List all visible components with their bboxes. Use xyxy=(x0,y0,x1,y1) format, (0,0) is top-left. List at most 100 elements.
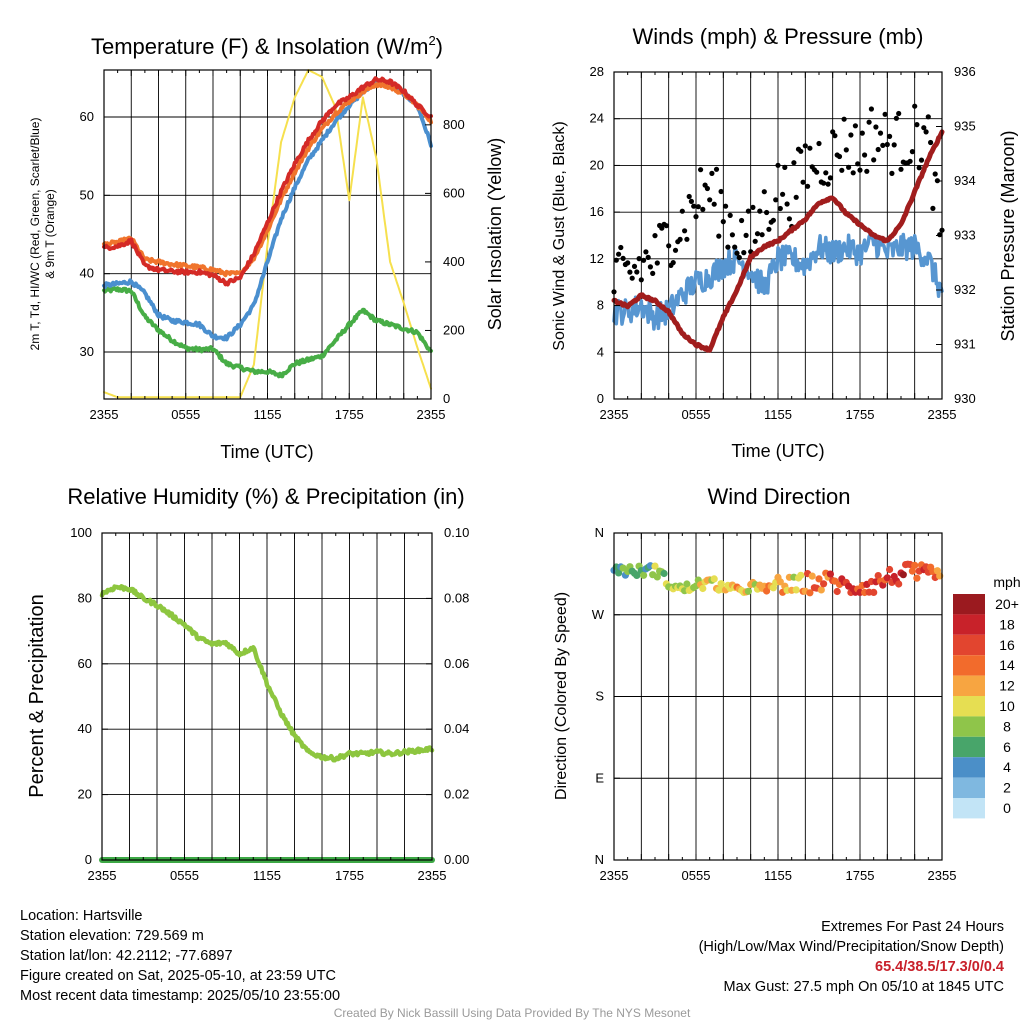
gust-point xyxy=(734,250,740,256)
y2-tick-label: 400 xyxy=(443,254,465,269)
legend-label: 8 xyxy=(1003,718,1011,734)
extremes-title: Extremes For Past 24 Hours xyxy=(821,919,1004,935)
y-tick-label: 100 xyxy=(70,525,92,540)
max-gust: Max Gust: 27.5 mph On 05/10 at 1845 UTC xyxy=(723,979,1004,995)
direction-point xyxy=(833,587,841,596)
legend-swatch xyxy=(953,655,985,676)
gust-point xyxy=(718,188,724,195)
direction-point xyxy=(653,573,661,581)
temperature-ylabel-line1: 2m T, Td, HI/WC (Red, Green, Scarlet/Blu… xyxy=(28,118,42,351)
station-pressure-line xyxy=(611,129,945,353)
gust-point xyxy=(784,201,790,207)
gust-point xyxy=(882,111,888,117)
gust-point xyxy=(761,189,767,195)
extremes-subtitle: (High/Low/Max Wind/Precipitation/Snow De… xyxy=(698,939,1004,955)
gust-point xyxy=(723,203,729,209)
gust-point xyxy=(814,169,820,175)
direction-point xyxy=(683,580,691,588)
direction-point xyxy=(792,586,800,594)
x-tick-label: 1755 xyxy=(846,868,875,883)
direction-point xyxy=(817,586,825,594)
gust-point xyxy=(616,251,622,257)
humidity-grid xyxy=(102,533,432,860)
gust-point xyxy=(709,170,715,176)
station-info: Location: Hartsville Station elevation: … xyxy=(20,906,340,1006)
direction-point xyxy=(895,580,903,588)
gust-point xyxy=(650,270,656,276)
y-tick-label: 0 xyxy=(85,852,92,867)
direction-point xyxy=(651,562,659,570)
gust-point xyxy=(887,133,893,139)
y2-tick-label: 0.08 xyxy=(444,590,469,605)
x-tick-label: 1155 xyxy=(253,868,281,883)
station-latlon: Station lat/lon: 42.2112; -77.6897 xyxy=(20,948,233,964)
direction-point xyxy=(808,572,816,580)
gust-point xyxy=(638,277,644,283)
winds-series xyxy=(611,103,945,353)
gust-point xyxy=(866,119,872,125)
winds-panel: Winds (mph) & Pressure (mb) 2355 0555 1155… xyxy=(551,24,1018,461)
gust-point xyxy=(923,129,929,135)
gust-point xyxy=(627,269,633,275)
gust-point xyxy=(641,257,647,263)
gust-point xyxy=(786,216,793,222)
legend-label: 16 xyxy=(999,637,1015,653)
y2-tick-label: 934 xyxy=(954,173,976,188)
credit-line: Created By Nick Bassill Using Data Provi… xyxy=(333,1006,691,1020)
gust-point xyxy=(670,260,676,266)
gust-point xyxy=(825,181,831,187)
gust-point xyxy=(691,203,697,209)
gust-point xyxy=(686,193,692,200)
gust-point xyxy=(777,205,783,212)
temp-9m-line xyxy=(102,81,433,278)
gust-point xyxy=(925,114,931,120)
relative-humidity-line xyxy=(99,584,435,763)
gust-point xyxy=(916,165,922,171)
legend-label: 20+ xyxy=(995,596,1019,612)
gust-point xyxy=(855,161,861,167)
y-tick-label: 16 xyxy=(590,204,604,219)
y-tick-label: S xyxy=(595,689,604,704)
gust-point xyxy=(693,214,699,220)
x-tick-label: 0555 xyxy=(171,407,200,422)
legend-swatch xyxy=(953,777,985,798)
y-tick-label: 50 xyxy=(80,187,94,202)
gust-point xyxy=(695,204,701,210)
direction-panel-title: Wind Direction xyxy=(707,484,850,509)
gust-point xyxy=(843,147,849,153)
legend-swatch xyxy=(953,614,985,635)
gust-point xyxy=(707,197,713,203)
gust-point xyxy=(684,236,690,242)
direction-point xyxy=(744,587,753,595)
y-tick-label: 40 xyxy=(80,266,94,281)
winds-xlabel: Time (UTC) xyxy=(731,441,824,461)
gust-point xyxy=(645,254,651,260)
direction-point xyxy=(633,571,641,580)
gust-point xyxy=(757,208,763,214)
direction-point xyxy=(874,572,882,580)
direction-point xyxy=(710,575,718,583)
x-tick-label: 2355 xyxy=(600,407,629,422)
humidity-panel: Relative Humidity (%) & Precipitation (i… xyxy=(26,484,469,883)
x-tick-label: 1755 xyxy=(846,407,875,422)
y-tick-label: W xyxy=(592,607,605,622)
gust-point xyxy=(816,140,822,147)
y-tick-label: 80 xyxy=(78,590,92,605)
temp-2m-line xyxy=(102,76,433,287)
legend-label: 18 xyxy=(999,616,1015,632)
gust-point xyxy=(875,146,881,153)
gust-point xyxy=(805,183,811,189)
legend-label: 6 xyxy=(1003,739,1011,755)
legend-swatch xyxy=(953,716,985,737)
x-tick-label: 2355 xyxy=(600,868,629,883)
gust-point xyxy=(636,256,642,262)
temperature-axes: 2355 0555 1155 1755 235530405060020040060080… xyxy=(80,70,465,422)
y2-tick-label: 0.06 xyxy=(444,656,469,671)
direction-point xyxy=(820,580,828,588)
gust-point xyxy=(775,162,781,168)
temperature-y2label: Solar Insolation (Yellow) xyxy=(485,138,505,330)
gust-point xyxy=(846,164,852,170)
x-tick-label: 2355 xyxy=(417,407,446,422)
gust-point xyxy=(921,125,927,131)
gust-point xyxy=(770,217,777,223)
